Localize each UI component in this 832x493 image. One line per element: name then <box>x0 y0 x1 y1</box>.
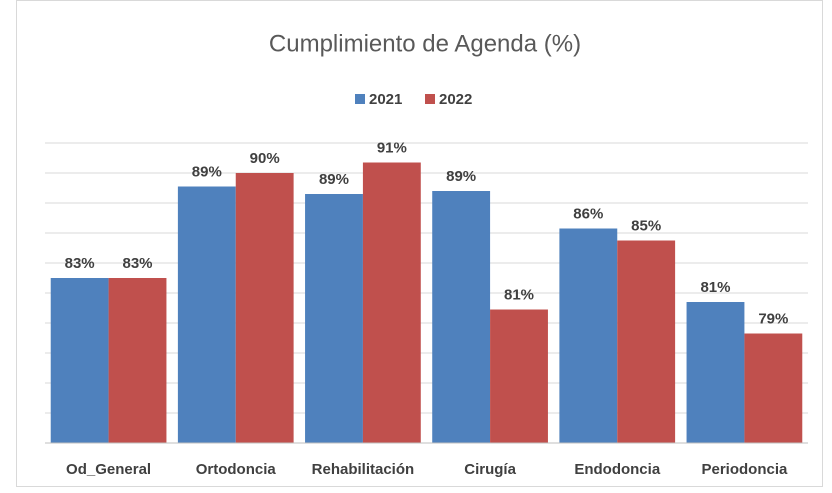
data-label: 91% <box>377 139 407 156</box>
data-label: 81% <box>504 286 534 303</box>
data-label: 83% <box>65 255 95 272</box>
bar <box>432 191 491 443</box>
data-label: 89% <box>446 168 476 185</box>
data-label: 79% <box>758 310 788 327</box>
legend-label: 2021 <box>369 91 402 108</box>
x-tick-label: Ortodoncia <box>196 461 277 478</box>
legend-label: 2022 <box>439 91 472 108</box>
bar <box>744 333 803 443</box>
x-tick-label: Od_General <box>66 461 151 478</box>
bar <box>235 173 294 443</box>
data-label: 81% <box>700 279 730 296</box>
bar <box>50 278 109 443</box>
data-label: 85% <box>631 217 661 234</box>
chart-title: Cumplimiento de Agenda (%) <box>269 30 581 57</box>
data-label: 86% <box>573 205 603 222</box>
bar <box>305 194 363 443</box>
bar <box>362 162 421 443</box>
data-label: 83% <box>122 255 152 272</box>
x-tick-label: Rehabilitación <box>312 461 415 478</box>
x-tick-label: Periodoncia <box>701 461 788 478</box>
legend-swatch <box>355 94 365 104</box>
bar <box>686 302 745 443</box>
data-label: 89% <box>319 171 349 188</box>
legend-swatch <box>425 94 435 104</box>
bar <box>617 240 676 443</box>
data-label: 89% <box>192 163 222 180</box>
data-label: 90% <box>250 150 280 167</box>
bar <box>108 278 167 443</box>
bar <box>490 309 548 443</box>
x-tick-label: Cirugía <box>464 461 516 478</box>
bar <box>559 228 618 443</box>
bar <box>177 186 236 443</box>
x-tick-label: Endodoncia <box>574 461 660 478</box>
